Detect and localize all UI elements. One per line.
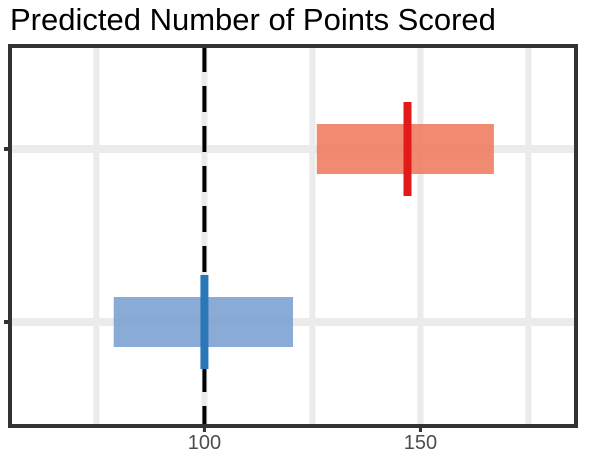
interval-layer <box>113 102 494 369</box>
point-estimate-marker <box>403 102 412 196</box>
axis-layer: 100 150 <box>4 147 437 454</box>
x-tick-label: 150 <box>404 432 437 454</box>
x-tick-label: 100 <box>188 432 221 454</box>
point-estimate-marker <box>200 275 209 369</box>
plot-border <box>8 44 578 428</box>
chart-title: Predicted Number of Points Scored <box>10 2 496 37</box>
grid-layer <box>10 46 576 426</box>
